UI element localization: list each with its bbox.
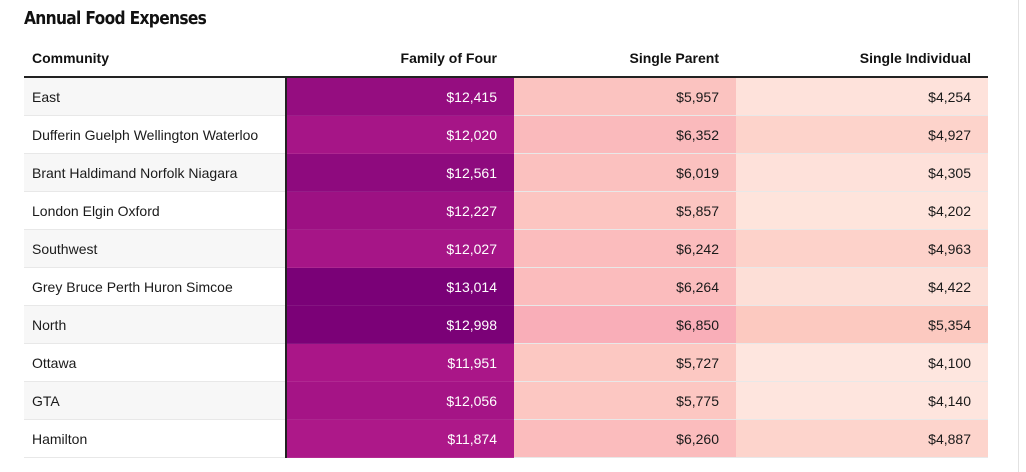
column-header-single-parent[interactable]: Single Parent bbox=[514, 40, 736, 78]
family-of-four-cell: $12,561 bbox=[285, 153, 514, 192]
single-parent-cell: $6,260 bbox=[514, 419, 736, 458]
food-expenses-table: Community Family of Four Single Parent S… bbox=[24, 40, 988, 458]
single-parent-cell: $6,242 bbox=[514, 229, 736, 268]
page-edge-divider bbox=[1018, 0, 1019, 472]
single-parent-cell: $5,857 bbox=[514, 191, 736, 230]
header-row: Community Family of Four Single Parent S… bbox=[24, 40, 988, 78]
community-cell: Hamilton bbox=[24, 419, 286, 458]
table-body: East $12,415 $5,957 $4,254 Dufferin Guelph W… bbox=[24, 77, 988, 458]
single-individual-cell: $4,927 bbox=[736, 115, 988, 154]
single-parent-cell: $6,850 bbox=[514, 305, 736, 344]
community-cell: London Elgin Oxford bbox=[24, 191, 286, 230]
community-cell: Brant Haldimand Norfolk Niagara bbox=[24, 153, 286, 192]
community-cell: GTA bbox=[24, 381, 286, 420]
table-row: Brant Haldimand Norfolk Niagara $12,561 $6… bbox=[24, 153, 988, 192]
table-row: North $12,998 $6,850 $5,354 bbox=[24, 305, 988, 344]
family-of-four-cell: $12,998 bbox=[285, 305, 514, 344]
table-row: East $12,415 $5,957 $4,254 bbox=[24, 77, 988, 116]
single-parent-cell: $5,957 bbox=[514, 77, 736, 116]
table-row: Dufferin Guelph Wellington Waterloo $12,0… bbox=[24, 115, 988, 154]
table-row: London Elgin Oxford $12,227 $5,857 $4,202 bbox=[24, 191, 988, 230]
column-header-community[interactable]: Community bbox=[24, 40, 286, 78]
single-parent-cell: $6,264 bbox=[514, 267, 736, 306]
community-cell: East bbox=[24, 77, 286, 116]
single-individual-cell: $4,100 bbox=[736, 343, 988, 382]
single-parent-cell: $6,019 bbox=[514, 153, 736, 192]
family-of-four-cell: $12,020 bbox=[285, 115, 514, 154]
table-row: Hamilton $11,874 $6,260 $4,887 bbox=[24, 419, 988, 458]
family-of-four-cell: $12,415 bbox=[285, 77, 514, 116]
single-individual-cell: $4,254 bbox=[736, 77, 988, 116]
community-cell: Dufferin Guelph Wellington Waterloo bbox=[24, 115, 286, 154]
single-individual-cell: $4,963 bbox=[736, 229, 988, 268]
table-row: Ottawa $11,951 $5,727 $4,100 bbox=[24, 343, 988, 382]
family-of-four-cell: $12,227 bbox=[285, 191, 514, 230]
column-header-single-individual[interactable]: Single Individual bbox=[736, 40, 988, 78]
single-individual-cell: $4,202 bbox=[736, 191, 988, 230]
family-of-four-cell: $13,014 bbox=[285, 267, 514, 306]
table-row: Southwest $12,027 $6,242 $4,963 bbox=[24, 229, 988, 268]
single-individual-cell: $5,354 bbox=[736, 305, 988, 344]
family-of-four-cell: $12,027 bbox=[285, 229, 514, 268]
community-cell: Grey Bruce Perth Huron Simcoe bbox=[24, 267, 286, 306]
single-parent-cell: $5,727 bbox=[514, 343, 736, 382]
community-cell: Southwest bbox=[24, 229, 286, 268]
family-of-four-cell: $11,874 bbox=[285, 419, 514, 458]
single-individual-cell: $4,305 bbox=[736, 153, 988, 192]
family-of-four-cell: $11,951 bbox=[285, 343, 514, 382]
table-row: Grey Bruce Perth Huron Simcoe $13,014 $6,2… bbox=[24, 267, 988, 306]
community-cell: Ottawa bbox=[24, 343, 286, 382]
table-row: GTA $12,056 $5,775 $4,140 bbox=[24, 381, 988, 420]
single-parent-cell: $6,352 bbox=[514, 115, 736, 154]
single-individual-cell: $4,422 bbox=[736, 267, 988, 306]
single-individual-cell: $4,140 bbox=[736, 381, 988, 420]
chart-title: Annual Food Expenses bbox=[24, 8, 207, 29]
single-parent-cell: $5,775 bbox=[514, 381, 736, 420]
family-of-four-cell: $12,056 bbox=[285, 381, 514, 420]
column-header-family-of-four[interactable]: Family of Four bbox=[286, 40, 514, 78]
single-individual-cell: $4,887 bbox=[736, 419, 988, 458]
community-cell: North bbox=[24, 305, 286, 344]
